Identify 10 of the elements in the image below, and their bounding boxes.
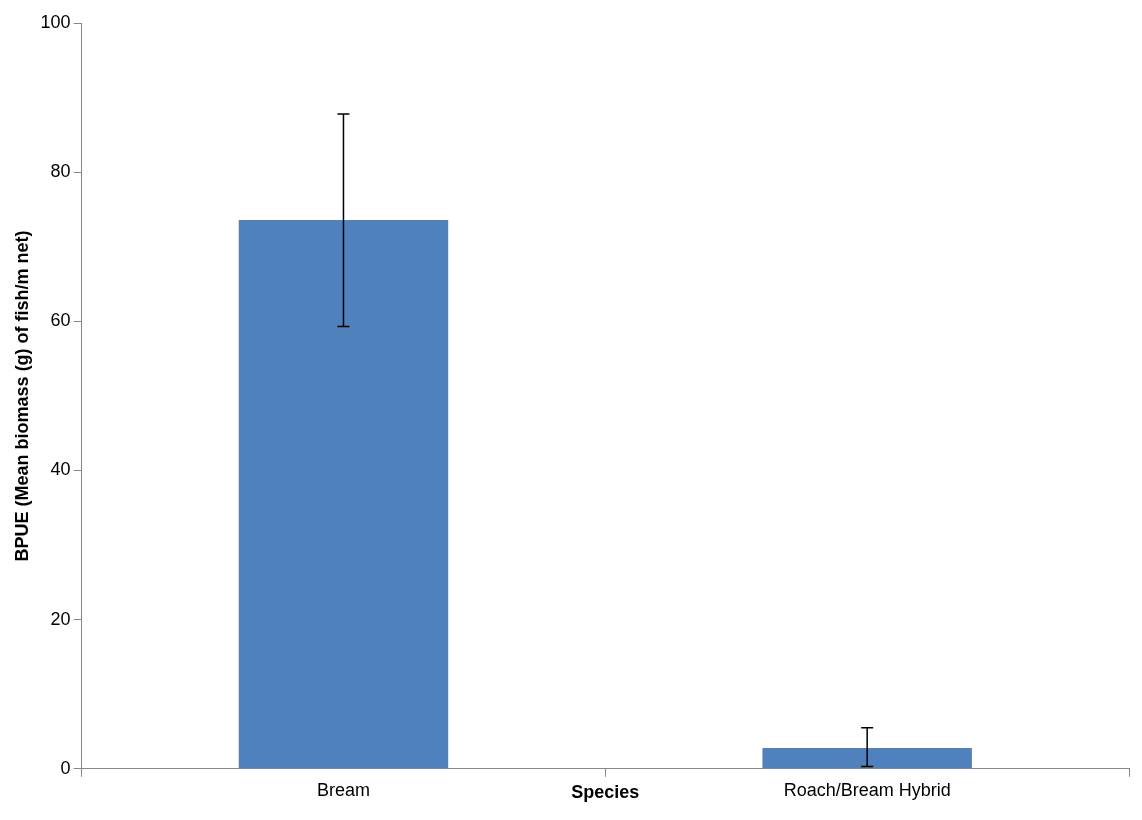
y-tick-label: 20	[50, 608, 71, 629]
y-tick-label: 40	[50, 459, 71, 480]
y-tick-label: 80	[50, 161, 71, 182]
x-tick-label: Bream	[316, 779, 370, 800]
y-tick-label: 100	[40, 11, 71, 32]
y-tick-label: 60	[50, 310, 71, 331]
y-tick-label: 0	[60, 757, 71, 778]
x-tick-label: Roach/Bream Hybrid	[783, 779, 951, 800]
x-axis-title: Species	[571, 782, 640, 803]
y-axis-title: BPUE (Mean biomass (g) of fish/m net)	[11, 230, 32, 562]
